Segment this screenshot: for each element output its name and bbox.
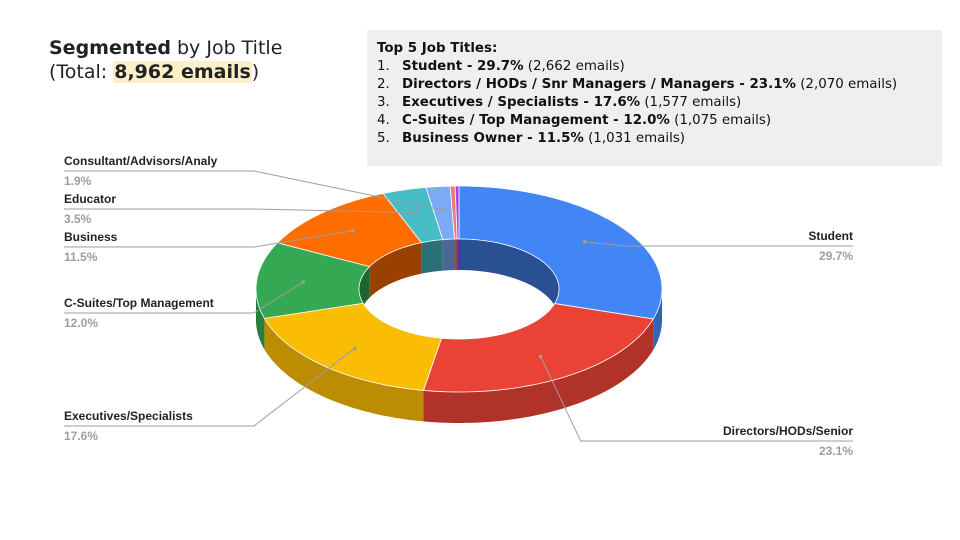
inner-wall-other <box>454 239 458 271</box>
item-rest: (1,075 emails) <box>669 113 772 128</box>
title-bold: Segmented <box>49 37 171 59</box>
leader-line-student <box>584 241 853 247</box>
value-label-student: 29.7% <box>819 249 853 263</box>
side-wall-executives-specialists <box>264 318 424 422</box>
item-bold: Directors / HODs / Snr Managers / Manage… <box>402 77 796 92</box>
leader-dot-c-suites-top-management <box>301 280 306 284</box>
total-suffix: ) <box>251 61 260 83</box>
item-number: 1. <box>377 59 390 74</box>
leader-dot-consultant-advisors-analy <box>441 208 445 212</box>
label-student: Student <box>808 229 853 243</box>
item-rest: (1,031 emails) <box>583 131 686 146</box>
inner-wall-other <box>457 239 459 271</box>
item-number: 5. <box>377 131 390 146</box>
value-label-executives-specialists: 17.6% <box>64 429 98 443</box>
list-item: 5. Business Owner - 11.5% (1,031 emails) <box>377 130 932 148</box>
item-number: 2. <box>377 77 390 92</box>
inner-wall-business <box>369 242 422 298</box>
leader-dot-student <box>582 240 587 244</box>
total-prefix: (Total: <box>49 61 114 83</box>
item-rest: (2,662 emails) <box>523 59 625 74</box>
leader-dot-educator <box>415 210 419 215</box>
item-bold: Student - 29.7% <box>402 59 524 74</box>
label-c-suites-top-management: C-Suites/Top Management <box>64 296 214 310</box>
item-number: 4. <box>377 113 390 128</box>
list-item: 4. C-Suites / Top Management - 12.0% (1,0… <box>377 112 932 130</box>
label-educator: Educator <box>64 192 116 206</box>
title-rest: by Job Title <box>170 37 283 59</box>
title-line-2: (Total: 8,962 emails) <box>49 60 282 84</box>
inner-wall-consultant-advisors-analy <box>442 239 455 271</box>
value-label-educator: 3.5% <box>64 212 92 226</box>
top5-heading: Top 5 Job Titles: <box>377 41 498 56</box>
value-label-c-suites-top-management: 12.0% <box>64 316 98 330</box>
title-line-1: Segmented by Job Title <box>49 36 282 60</box>
top5-box: Top 5 Job Titles: 1. Student - 29.7% (2,6… <box>367 30 942 166</box>
list-item: 1. Student - 29.7% (2,662 emails) <box>377 58 932 76</box>
leader-dot-directors-hods-senior <box>538 354 543 359</box>
inner-wall-student <box>459 239 559 320</box>
item-bold: Executives / Specialists - 17.6% <box>402 95 641 110</box>
label-executives-specialists: Executives/Specialists <box>64 409 193 423</box>
leader-line-consultant-advisors-analy <box>64 170 443 211</box>
value-label-consultant-advisors-analy: 1.9% <box>64 174 92 188</box>
chart-title: Segmented by Job Title (Total: 8,962 ema… <box>49 36 282 84</box>
slice-other <box>454 185 460 240</box>
top5-list: 1. Student - 29.7% (2,662 emails) 2. Direc… <box>377 58 932 148</box>
item-bold: Business Owner - 11.5% <box>402 131 584 146</box>
value-label-directors-hods-senior: 23.1% <box>819 444 853 458</box>
item-number: 3. <box>377 95 390 110</box>
leader-line-c-suites-top-management <box>64 281 304 314</box>
leader-line-business <box>64 230 354 248</box>
leader-line-directors-hods-senior <box>540 356 853 442</box>
item-rest: (1,577 emails) <box>640 95 742 110</box>
leader-dot-business <box>351 228 355 233</box>
leader-line-executives-specialists <box>64 347 356 427</box>
item-rest: (2,070 emails) <box>795 77 898 92</box>
side-wall-directors-hods-senior <box>423 318 654 423</box>
leader-line-educator <box>64 208 417 214</box>
inner-wall-educator <box>421 239 443 274</box>
item-bold: C-Suites / Top Management - 12.0% <box>402 113 670 128</box>
value-label-business: 11.5% <box>64 250 98 264</box>
label-consultant-advisors-analy: Consultant/Advisors/Analy <box>64 154 218 168</box>
total-value: 8,962 emails <box>113 61 252 83</box>
list-item: 2. Directors / HODs / Snr Managers / Mana… <box>377 76 932 94</box>
leader-dot-executives-specialists <box>353 346 357 351</box>
list-item: 3. Executives / Specialists - 17.6% (1,57… <box>377 94 932 112</box>
label-directors-hods-senior: Directors/HODs/Senior <box>723 424 853 438</box>
label-business: Business <box>64 230 118 244</box>
